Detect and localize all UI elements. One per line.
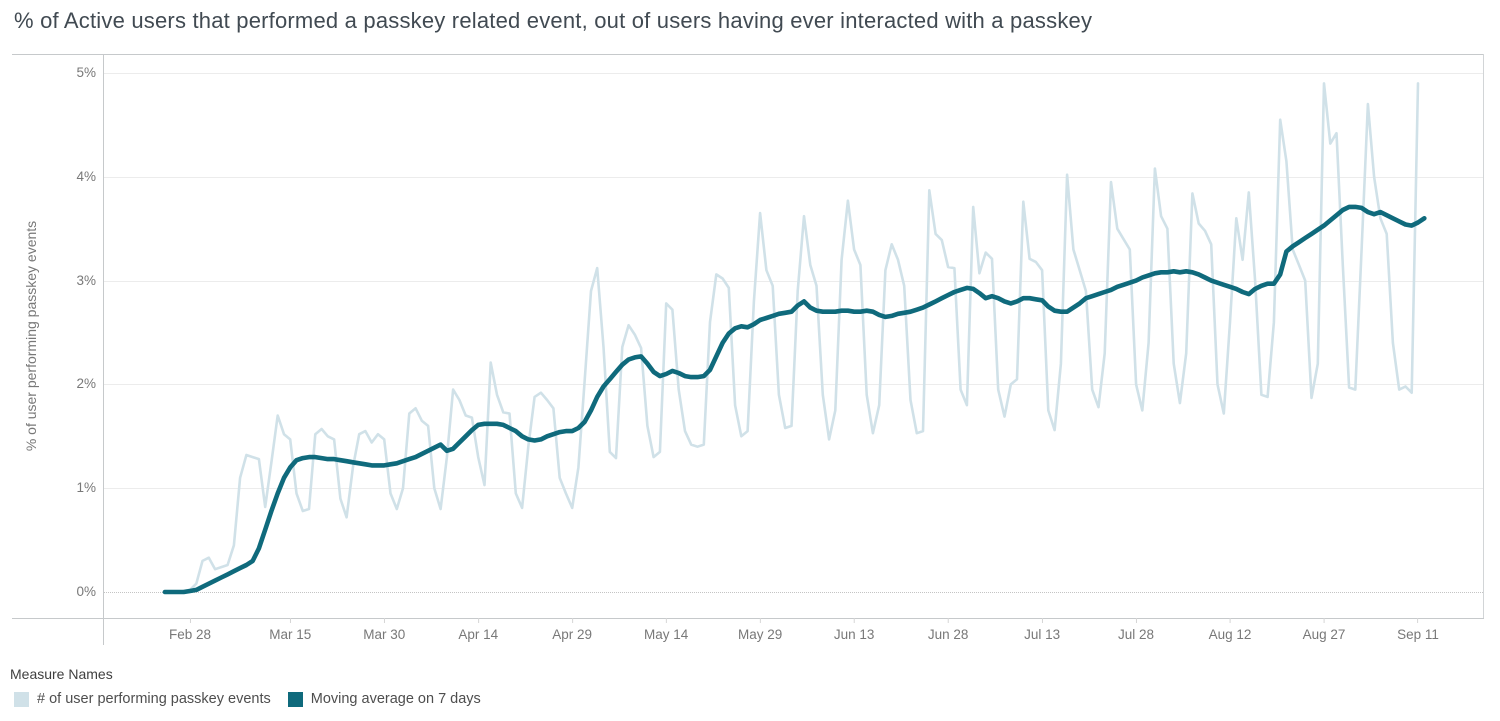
moving-average-swatch-icon [287, 691, 303, 707]
x-axis-tickmark [477, 618, 479, 623]
x-axis-tick: Jun 13 [834, 618, 874, 642]
y-tick-label: 0% [76, 584, 96, 599]
x-axis-tickmark [1417, 618, 1419, 623]
x-axis-tick: Aug 12 [1209, 618, 1251, 642]
y-tick-label: 4% [76, 168, 96, 184]
legend-item-daily-series[interactable]: # of user performing passkey events [14, 691, 271, 707]
x-axis-tickmark [289, 618, 291, 623]
x-axis-tickmark [1323, 618, 1325, 623]
y-tick-label: 2% [76, 376, 96, 392]
gridline-3pct [104, 280, 1483, 282]
x-axis-tickmark [947, 618, 949, 623]
legend-title: Measure Names [10, 666, 113, 682]
y-tick-label: 5% [76, 65, 96, 80]
x-axis-tick: Apr 29 [552, 618, 592, 642]
x-axis-tickmark [1041, 618, 1043, 623]
x-axis-tick: Sep 11 [1397, 618, 1439, 642]
x-axis-tickmark [571, 618, 573, 623]
x-axis-tickmark [665, 618, 667, 623]
x-axis-tickmark [1229, 618, 1231, 623]
x-axis-tickmark [759, 618, 761, 623]
legend-item-moving-average[interactable]: Moving average on 7 days [287, 691, 481, 707]
gridline-1pct [104, 488, 1483, 490]
legend: Measure Names # of user performing passk… [10, 666, 481, 707]
x-axis-tick: Feb 28 [169, 618, 211, 642]
chart-title: % of Active users that performed a passk… [14, 8, 1093, 33]
x-axis-tick: May 14 [644, 618, 688, 642]
x-axis-tickmark [1135, 618, 1137, 623]
plot-right-border [1483, 54, 1484, 618]
gridline-4pct [104, 176, 1483, 178]
gridline-5pct [104, 73, 1483, 74]
zero-gridline [104, 592, 1483, 593]
y-tick-label: 1% [76, 480, 96, 496]
x-axis-tick: Jun 28 [928, 618, 968, 642]
legend-items: # of user performing passkey events Movi… [14, 691, 481, 707]
y-axis-line [103, 54, 104, 645]
x-axis-tick: Apr 14 [458, 618, 498, 642]
y-tick-label: 3% [76, 272, 96, 288]
x-axis-tick: Mar 15 [269, 618, 311, 642]
daily-series-swatch-icon [14, 691, 29, 707]
x-axis-tick: Jul 28 [1118, 618, 1154, 642]
y-axis-title: % of user performing passkey events [23, 220, 39, 452]
x-axis-line [12, 618, 1484, 619]
x-axis-tickmark [383, 618, 385, 623]
moving-average-line[interactable] [162, 204, 1427, 595]
x-axis-tick: May 29 [738, 618, 782, 642]
x-axis-tickmark [189, 618, 191, 623]
x-axis-tick: Aug 27 [1303, 618, 1345, 642]
x-axis-tickmark [853, 618, 855, 623]
x-axis-tick: Mar 30 [363, 618, 405, 642]
daily-series-line[interactable] [163, 82, 1420, 594]
x-axis-tick: Jul 13 [1024, 618, 1060, 642]
plot-top-border [12, 54, 1484, 55]
